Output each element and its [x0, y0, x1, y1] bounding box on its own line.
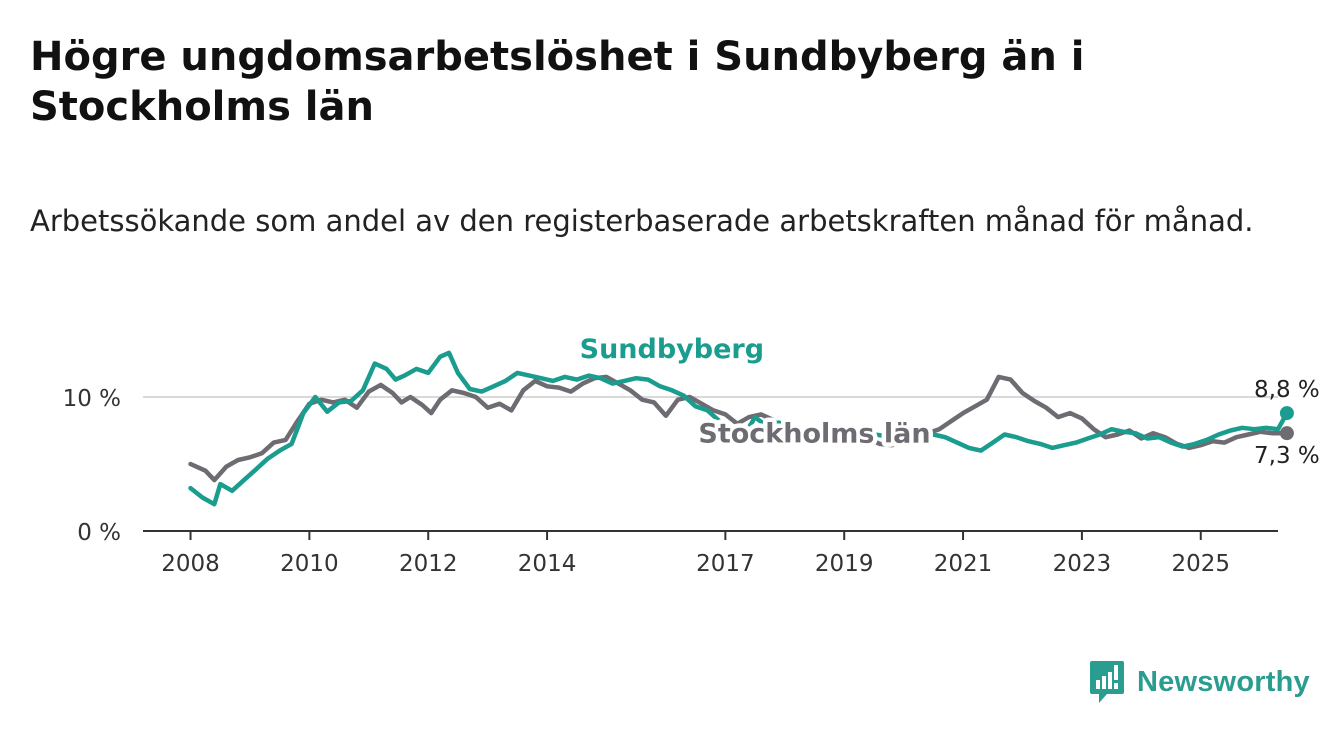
- x-axis-ticks: 2008 2010 2012 2014 2017 2019 2021 2023 2025: [161, 531, 1230, 577]
- x-tick-label: 2023: [1053, 551, 1112, 577]
- newsworthy-logo: Newsworthy: [1089, 660, 1310, 704]
- chart-subtitle: Arbetssökande som andel av den registerb…: [30, 204, 1254, 238]
- series-name-label: Sundbyberg: [580, 334, 764, 365]
- x-tick-label: 2017: [696, 551, 755, 577]
- y-tick-label: 0 %: [77, 520, 121, 546]
- chart-title: Högre ungdomsarbetslöshet i Sundbyberg ä…: [30, 34, 1085, 130]
- y-tick-label: 10 %: [63, 386, 121, 412]
- series-name-label: Stockholms län: [698, 419, 930, 450]
- brand-name: Newsworthy: [1137, 665, 1310, 698]
- series-line-sundbyberg: [188, 350, 1290, 507]
- series-end-point: [1279, 426, 1294, 441]
- x-tick-label: 2008: [161, 551, 220, 577]
- series-end-point: [1279, 406, 1294, 421]
- series-end-label: 7,3 %: [1254, 443, 1320, 469]
- x-tick-label: 2025: [1171, 551, 1230, 577]
- series-end-label: 8,8 %: [1254, 377, 1320, 403]
- series-lines: [188, 350, 1294, 507]
- x-tick-label: 2021: [934, 551, 993, 577]
- x-tick-label: 2010: [280, 551, 339, 577]
- newsworthy-logo-icon: [1090, 661, 1124, 703]
- x-tick-label: 2012: [399, 551, 458, 577]
- x-tick-label: 2019: [815, 551, 874, 577]
- x-tick-label: 2014: [518, 551, 577, 577]
- series-labels: 7,3 % 8,8 % Sundbyberg Stockholms län: [575, 330, 1320, 470]
- y-axis-ticks: 0 % 10 %: [63, 386, 121, 546]
